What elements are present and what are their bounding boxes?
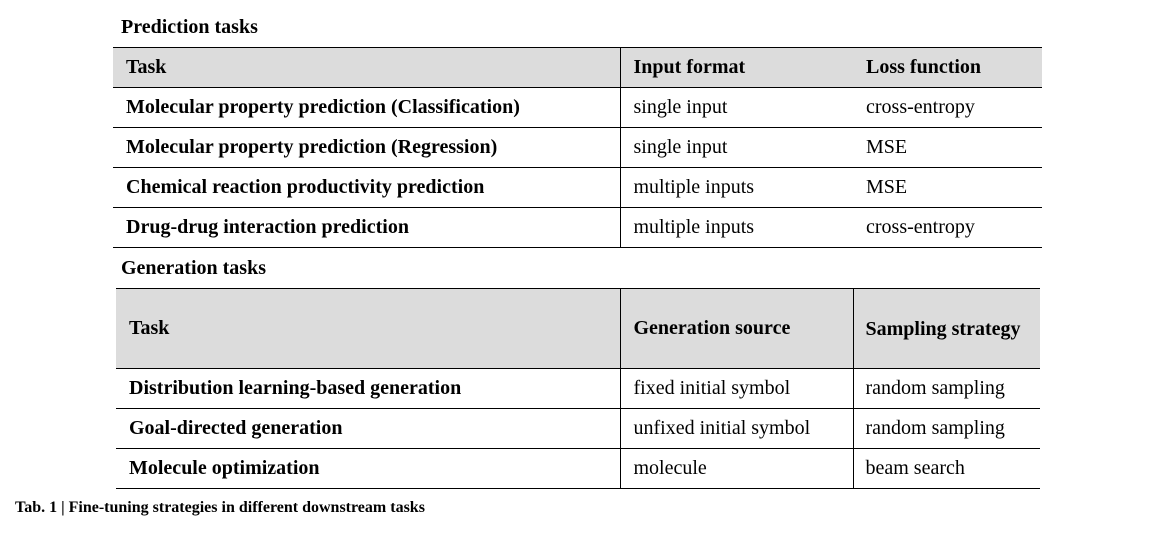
column-header-task: Task — [116, 288, 620, 369]
table-row: Goal-directed generation unfixed initial… — [116, 408, 1040, 449]
loss-function-cell: cross-entropy — [866, 216, 975, 238]
task-cell: Molecular property prediction (Classific… — [126, 96, 520, 118]
task-cell: Drug-drug interaction prediction — [126, 216, 409, 238]
column-header-generation-source: Generation source — [619, 288, 853, 369]
generation-source-cell: unfixed initial symbol — [619, 408, 853, 449]
input-format-cell: single input — [619, 127, 854, 168]
loss-function-cell: MSE — [866, 176, 908, 198]
table-header-row: Task Input format Loss function — [113, 47, 1042, 88]
loss-function-cell: cross-entropy — [866, 96, 975, 118]
generation-section-title: Generation tasks — [121, 257, 266, 279]
generation-tasks-table: Task Generation source Sampling strategy… — [116, 288, 1040, 489]
generation-source-cell: fixed initial symbol — [619, 368, 853, 409]
task-cell: Molecular property prediction (Regressio… — [126, 136, 498, 158]
input-format-cell: multiple inputs — [619, 167, 854, 208]
sampling-strategy-cell: random sampling — [852, 408, 1040, 449]
column-header-input-format: Input format — [619, 47, 854, 88]
sampling-strategy-cell: random sampling — [852, 368, 1040, 409]
task-cell: Molecule optimization — [129, 457, 320, 479]
table-row: Drug-drug interaction prediction multipl… — [113, 207, 1042, 248]
prediction-section-title: Prediction tasks — [121, 16, 258, 38]
sampling-strategy-cell: beam search — [852, 448, 1040, 489]
loss-function-cell: MSE — [866, 136, 908, 158]
table-row: Distribution learning-based generation f… — [116, 368, 1040, 409]
column-header-sampling-strategy: Sampling strategy — [852, 288, 1040, 369]
table-row: Molecule optimization molecule beam sear… — [116, 448, 1040, 489]
table-row: Molecular property prediction (Regressio… — [113, 127, 1042, 168]
task-cell: Chemical reaction productivity predictio… — [126, 176, 485, 198]
column-header-loss-function: Loss function — [854, 47, 1042, 88]
input-format-cell: single input — [619, 87, 854, 128]
table-row: Chemical reaction productivity predictio… — [113, 167, 1042, 208]
table-caption: Tab. 1 | Fine-tuning strategies in diffe… — [15, 499, 425, 516]
input-format-cell: multiple inputs — [619, 207, 854, 248]
task-cell: Goal-directed generation — [129, 417, 343, 439]
table-header-row: Task Generation source Sampling strategy — [116, 288, 1040, 369]
task-cell: Distribution learning-based generation — [129, 377, 462, 399]
generation-source-cell: molecule — [619, 448, 853, 489]
prediction-tasks-table: Task Input format Loss function Molecula… — [113, 47, 1042, 248]
column-header-task: Task — [113, 47, 620, 88]
table-row: Molecular property prediction (Classific… — [113, 87, 1042, 128]
